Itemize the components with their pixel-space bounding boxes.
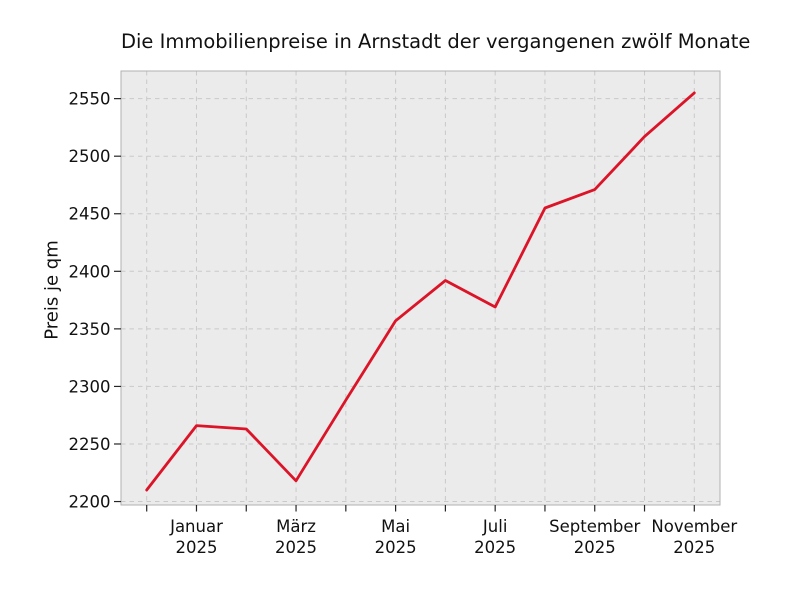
x-tick-label-year: 2025 — [673, 538, 715, 557]
x-tick-label-year: 2025 — [574, 538, 616, 557]
plot-area — [121, 71, 720, 505]
plot-border — [120, 70, 721, 506]
y-tick-label: 2350 — [69, 320, 111, 339]
x-tick-label-year: 2025 — [375, 538, 417, 557]
x-tick-label-month: Juli — [482, 517, 508, 536]
y-tick-label: 2400 — [69, 262, 111, 281]
x-tick-label-year: 2025 — [175, 538, 217, 557]
x-tick-label-month: Mai — [381, 517, 410, 536]
y-tick-label: 2550 — [69, 90, 111, 109]
y-tick-label: 2200 — [69, 493, 111, 512]
x-tick-label-month: November — [651, 517, 737, 536]
y-tick-label: 2450 — [69, 205, 111, 224]
x-tick-label-year: 2025 — [474, 538, 516, 557]
y-tick-label: 2250 — [69, 435, 111, 454]
y-tick-label: 2500 — [69, 147, 111, 166]
chart-title: Die Immobilienpreise in Arnstadt der ver… — [121, 30, 751, 53]
price-line — [145, 91, 696, 492]
y-tick-label: 2300 — [69, 377, 111, 396]
x-tick-label-month: März — [276, 517, 316, 536]
x-tick-label-year: 2025 — [275, 538, 317, 557]
x-tick-label-month: Januar — [169, 517, 223, 536]
x-tick-label-month: September — [549, 517, 640, 536]
